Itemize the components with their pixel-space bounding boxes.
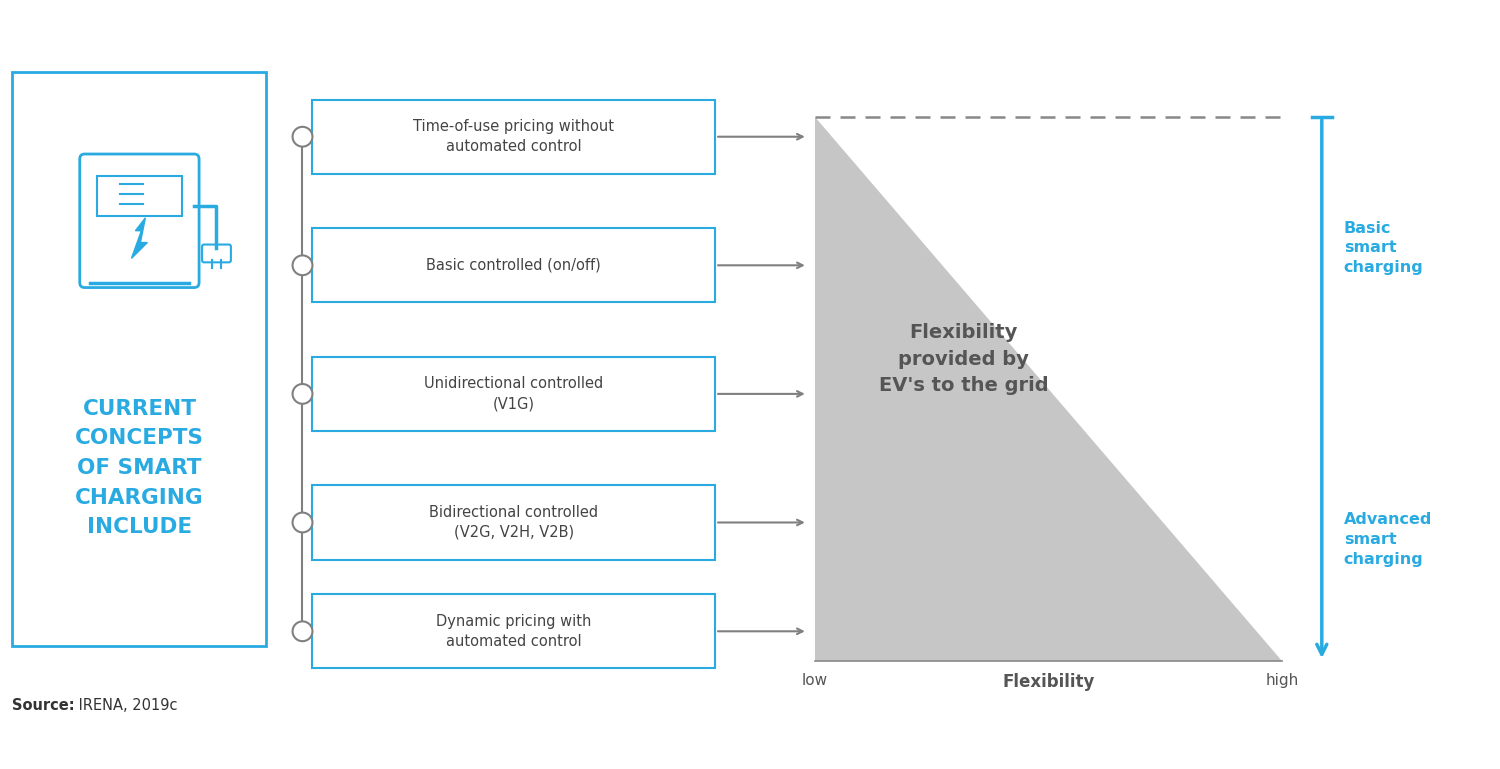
FancyBboxPatch shape [202, 245, 231, 262]
Circle shape [292, 513, 312, 532]
Text: CURRENT
CONCEPTS
OF SMART
CHARGING
INCLUDE: CURRENT CONCEPTS OF SMART CHARGING INCLU… [75, 399, 204, 538]
Circle shape [292, 127, 312, 147]
FancyBboxPatch shape [312, 594, 716, 668]
Polygon shape [815, 117, 1282, 661]
Text: Basic controlled (on/off): Basic controlled (on/off) [426, 258, 602, 273]
Text: Advanced
smart
charging: Advanced smart charging [1344, 512, 1432, 567]
Text: Unidirectional controlled
(V1G): Unidirectional controlled (V1G) [424, 377, 603, 411]
FancyBboxPatch shape [80, 154, 200, 288]
Text: Dynamic pricing with
automated control: Dynamic pricing with automated control [436, 614, 591, 649]
Text: Source:: Source: [12, 698, 75, 713]
Text: high: high [1266, 673, 1299, 687]
Circle shape [292, 255, 312, 275]
FancyBboxPatch shape [312, 485, 716, 560]
Text: Flexibility: Flexibility [1002, 673, 1095, 691]
Text: Basic
smart
charging: Basic smart charging [1344, 221, 1424, 275]
FancyBboxPatch shape [312, 228, 716, 302]
FancyBboxPatch shape [96, 176, 182, 216]
FancyBboxPatch shape [12, 72, 266, 646]
FancyBboxPatch shape [312, 100, 716, 174]
Text: Bidirectional controlled
(V2G, V2H, V2B): Bidirectional controlled (V2G, V2H, V2B) [429, 505, 598, 540]
FancyBboxPatch shape [312, 357, 716, 431]
Circle shape [292, 384, 312, 404]
Circle shape [292, 621, 312, 641]
Text: low: low [801, 673, 828, 687]
Polygon shape [132, 218, 147, 258]
Text: Flexibility
provided by
EV's to the grid: Flexibility provided by EV's to the grid [879, 323, 1048, 395]
Text: Time-of-use pricing without
automated control: Time-of-use pricing without automated co… [414, 119, 615, 154]
Text: IRENA, 2019c: IRENA, 2019c [74, 698, 177, 713]
